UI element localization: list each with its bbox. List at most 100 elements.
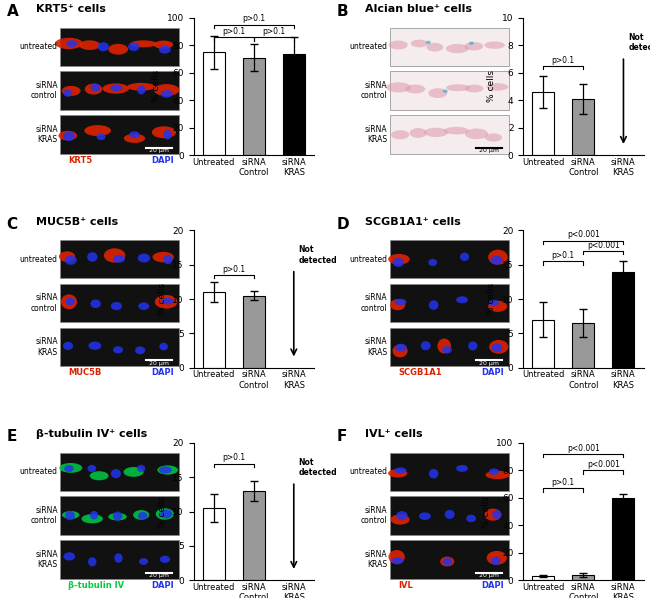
Text: KRT5: KRT5 (68, 155, 92, 164)
Ellipse shape (488, 250, 508, 265)
Ellipse shape (492, 510, 501, 519)
Ellipse shape (114, 553, 123, 563)
Text: siRNA
KRAS: siRNA KRAS (35, 550, 58, 569)
Bar (203, 52, 225, 155)
Text: 20 μm: 20 μm (479, 148, 499, 153)
Ellipse shape (405, 84, 425, 93)
Text: siRNA
KRAS: siRNA KRAS (35, 125, 58, 144)
Ellipse shape (62, 86, 81, 96)
Bar (60, 240, 179, 279)
Ellipse shape (391, 130, 410, 139)
Ellipse shape (64, 89, 72, 97)
Bar (390, 284, 509, 322)
Bar (60, 453, 179, 491)
Text: C: C (6, 216, 18, 232)
Text: F: F (336, 429, 346, 444)
Text: p<0.001: p<0.001 (567, 230, 600, 239)
Ellipse shape (109, 44, 128, 54)
Ellipse shape (489, 468, 499, 475)
Ellipse shape (395, 468, 406, 474)
Ellipse shape (104, 248, 125, 263)
Ellipse shape (395, 344, 407, 352)
Ellipse shape (488, 301, 507, 312)
Text: siRNA
KRAS: siRNA KRAS (35, 337, 58, 356)
Text: p<0.001: p<0.001 (587, 240, 620, 249)
Ellipse shape (98, 42, 109, 51)
Ellipse shape (396, 511, 408, 520)
Text: DAPI: DAPI (481, 368, 504, 377)
Ellipse shape (486, 471, 510, 479)
Ellipse shape (113, 511, 122, 521)
Bar (390, 71, 509, 110)
Ellipse shape (464, 42, 483, 50)
Text: untreated: untreated (350, 467, 387, 476)
Ellipse shape (135, 346, 145, 354)
Text: DAPI: DAPI (151, 368, 174, 377)
Ellipse shape (157, 465, 178, 475)
Ellipse shape (445, 510, 454, 519)
Y-axis label: % cells: % cells (488, 71, 497, 102)
Ellipse shape (58, 131, 77, 141)
Text: SCGB1A1⁺ cells: SCGB1A1⁺ cells (365, 216, 461, 227)
Text: β-tubulin IV: β-tubulin IV (68, 581, 124, 590)
Text: siRNA
KRAS: siRNA KRAS (365, 550, 387, 569)
Ellipse shape (124, 134, 145, 143)
Ellipse shape (491, 256, 502, 265)
Text: DAPI: DAPI (481, 581, 504, 590)
Ellipse shape (442, 346, 452, 353)
Text: Not
detected: Not detected (298, 458, 337, 477)
Bar (390, 453, 509, 491)
Ellipse shape (428, 259, 437, 266)
Bar (573, 323, 594, 368)
Ellipse shape (113, 346, 123, 353)
Ellipse shape (138, 303, 150, 310)
Ellipse shape (486, 83, 508, 91)
Ellipse shape (389, 550, 405, 564)
Ellipse shape (388, 469, 408, 478)
Ellipse shape (489, 300, 499, 306)
Text: siRNA
KRAS: siRNA KRAS (365, 337, 387, 356)
Bar (242, 491, 265, 580)
Ellipse shape (64, 255, 77, 265)
Text: MUC5B⁺ cells: MUC5B⁺ cells (36, 216, 118, 227)
Ellipse shape (466, 515, 476, 522)
Text: p>0.1: p>0.1 (262, 27, 285, 36)
Text: 20 μm: 20 μm (479, 573, 499, 578)
Bar (242, 295, 265, 368)
Ellipse shape (487, 551, 507, 565)
Ellipse shape (444, 127, 469, 135)
Bar (390, 28, 509, 66)
Text: siRNA
control: siRNA control (31, 81, 58, 100)
Ellipse shape (138, 512, 148, 520)
Ellipse shape (108, 513, 127, 520)
Ellipse shape (88, 557, 96, 566)
Text: p>0.1: p>0.1 (222, 453, 245, 462)
Ellipse shape (440, 557, 454, 566)
Ellipse shape (484, 508, 502, 521)
Text: untreated: untreated (20, 42, 58, 51)
Ellipse shape (90, 511, 98, 520)
Ellipse shape (66, 298, 75, 305)
Ellipse shape (465, 84, 484, 93)
Ellipse shape (161, 90, 173, 97)
Text: 20 μm: 20 μm (150, 573, 170, 578)
Ellipse shape (446, 44, 469, 53)
Ellipse shape (90, 471, 109, 480)
Ellipse shape (465, 129, 488, 139)
Text: p>0.1: p>0.1 (552, 56, 575, 65)
Text: siRNA
control: siRNA control (31, 506, 58, 525)
Text: siRNA
KRAS: siRNA KRAS (365, 125, 387, 144)
Bar (60, 541, 179, 579)
Text: untreated: untreated (350, 42, 387, 51)
Ellipse shape (468, 341, 477, 350)
Ellipse shape (153, 252, 174, 263)
Ellipse shape (55, 38, 83, 49)
Ellipse shape (159, 46, 171, 54)
Ellipse shape (428, 89, 447, 98)
Y-axis label: % cells: % cells (482, 496, 491, 527)
Text: Not
detected: Not detected (629, 33, 650, 52)
Ellipse shape (460, 252, 469, 261)
Ellipse shape (390, 299, 406, 310)
Text: DAPI: DAPI (151, 155, 174, 164)
Bar (60, 328, 179, 366)
